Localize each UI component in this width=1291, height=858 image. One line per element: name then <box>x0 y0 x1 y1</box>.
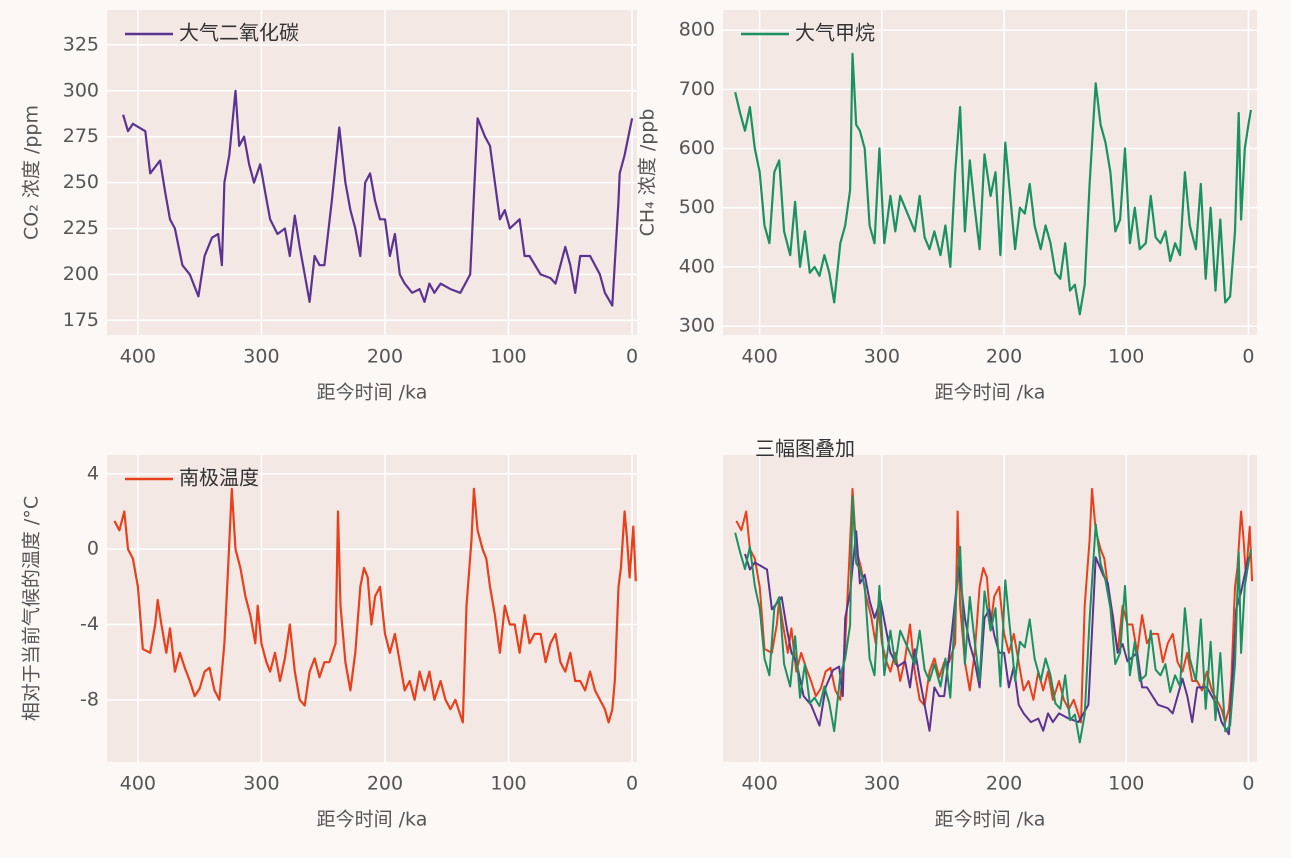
x-axis-label: 距今时间 /ka <box>935 809 1046 831</box>
x-axis-label: 距今时间 /ka <box>935 382 1046 404</box>
y-tick-label: 300 <box>63 79 99 101</box>
y-tick-label: 275 <box>63 125 99 147</box>
y-tick-label: -4 <box>80 613 99 635</box>
overlay-line <box>735 487 1254 724</box>
data-line <box>734 52 1252 316</box>
y-tick-label: 200 <box>63 263 99 285</box>
y-tick-label: 400 <box>679 255 715 277</box>
x-tick-label: 300 <box>864 346 900 368</box>
x-tick-label: 100 <box>490 346 526 368</box>
y-tick-label: 250 <box>63 171 99 193</box>
x-axis-label: 距今时间 /ka <box>317 809 428 831</box>
x-tick-label: 300 <box>243 346 279 368</box>
y-axis-label: 相对于当前气候的温度 /°C <box>21 496 43 721</box>
y-tick-label: 800 <box>679 19 715 41</box>
x-tick-label: 200 <box>367 773 403 795</box>
y-tick-label: 500 <box>679 196 715 218</box>
legend-label: 南极温度 <box>179 466 259 490</box>
y-axis-label: CO₂ 浓度 /ppm <box>21 105 43 240</box>
y-tick-label: 0 <box>87 538 99 560</box>
overlay-line <box>744 530 1250 736</box>
data-line <box>122 89 634 307</box>
y-tick-label: 600 <box>679 137 715 159</box>
y-tick-label: 225 <box>63 217 99 239</box>
x-tick-label: 100 <box>1108 346 1144 368</box>
plot-area <box>107 10 637 335</box>
legend-label: 大气甲烷 <box>795 21 875 45</box>
x-tick-label: 300 <box>243 773 279 795</box>
y-tick-label: 175 <box>63 309 99 331</box>
x-tick-label: 200 <box>986 773 1022 795</box>
y-tick-label: 325 <box>63 33 99 55</box>
x-tick-label: 100 <box>490 773 526 795</box>
x-axis-label: 距今时间 /ka <box>317 382 428 404</box>
x-tick-label: 400 <box>742 346 778 368</box>
x-tick-label: 100 <box>1108 773 1144 795</box>
x-tick-label: 0 <box>1242 773 1254 795</box>
chart-title: 三幅图叠加 <box>755 437 855 461</box>
x-tick-label: 300 <box>864 773 900 795</box>
overlay-line <box>734 495 1252 744</box>
x-tick-label: 0 <box>626 346 638 368</box>
y-tick-label: 300 <box>679 315 715 337</box>
x-tick-label: 0 <box>626 773 638 795</box>
x-tick-label: 200 <box>986 346 1022 368</box>
y-axis-label: CH₄ 浓度 /ppb <box>637 109 659 237</box>
x-tick-label: 0 <box>1242 346 1254 368</box>
x-tick-label: 200 <box>367 346 403 368</box>
x-tick-label: 400 <box>120 773 156 795</box>
y-tick-label: 4 <box>87 462 99 484</box>
x-tick-label: 400 <box>742 773 778 795</box>
plot-area <box>723 10 1257 335</box>
legend-label: 大气二氧化碳 <box>179 21 299 45</box>
plot-area <box>107 455 637 762</box>
y-tick-label: -8 <box>80 688 99 710</box>
data-line <box>113 487 637 724</box>
x-tick-label: 400 <box>120 346 156 368</box>
y-tick-label: 700 <box>679 78 715 100</box>
